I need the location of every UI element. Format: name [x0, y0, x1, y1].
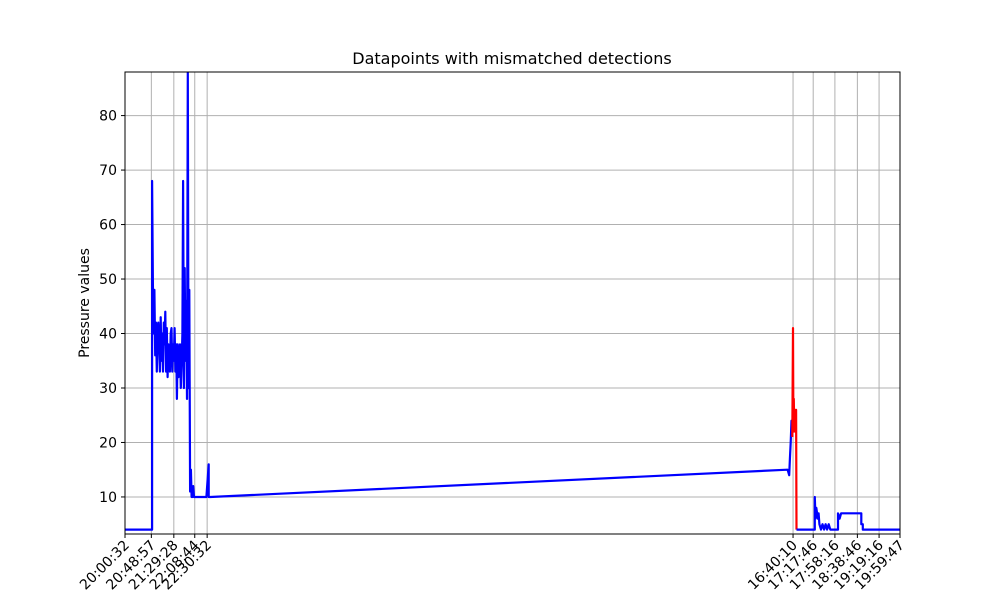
plot-frame [124, 71, 901, 535]
y-tick-label: 70 [99, 163, 117, 179]
series-line [796, 495, 900, 531]
y-tick-label: 60 [99, 218, 117, 234]
y-tick-label: 30 [99, 381, 117, 397]
chart-title: Datapoints with mismatched detections [352, 49, 671, 68]
series-line [791, 327, 798, 530]
series-layer [125, 72, 900, 531]
y-tick-label: 40 [99, 327, 117, 343]
y-tick-label: 20 [99, 435, 117, 451]
y-tick-label: 10 [99, 490, 117, 506]
x-axis: 20:00:3220:48:5721:29:2822:08:4422:30:32… [77, 534, 908, 593]
y-tick-label: 80 [99, 109, 117, 125]
series-line [125, 72, 794, 531]
y-axis-label: Pressure values [77, 248, 93, 358]
y-tick-label: 50 [99, 272, 117, 288]
y-axis: 10 20 30 40 50 60 70 80 [99, 109, 125, 506]
grid-layer [124, 72, 901, 534]
